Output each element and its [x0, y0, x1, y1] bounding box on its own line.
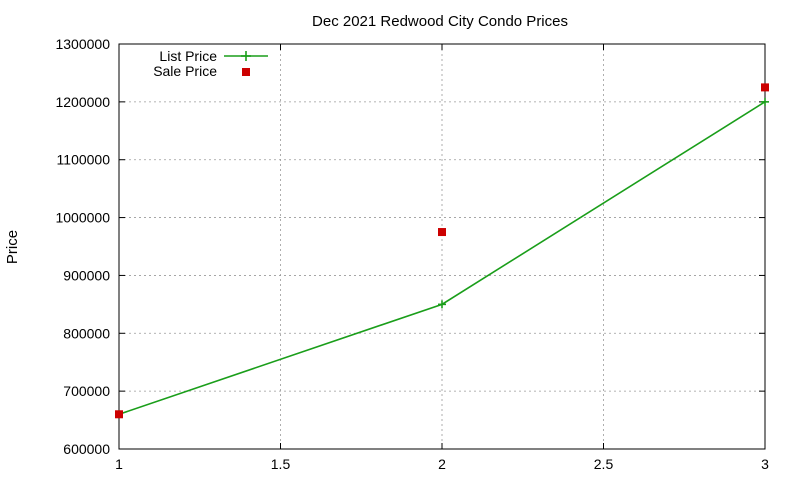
- y-tick-label: 1100000: [57, 152, 111, 168]
- y-tick-label: 1000000: [55, 210, 110, 226]
- sale-price-point: [761, 83, 769, 92]
- legend-label-list-price: List Price: [159, 48, 217, 64]
- x-tick-label: 2.5: [594, 456, 614, 472]
- x-tick-label: 1: [115, 456, 123, 472]
- x-tick-label: 1.5: [271, 456, 291, 472]
- chart-title: Dec 2021 Redwood City Condo Prices: [312, 13, 568, 30]
- y-tick-labels: 600000 700000 800000 900000 1000000 1100000 12…: [55, 36, 110, 457]
- list-price-point: [438, 300, 446, 309]
- x-tick-labels: 1 1.5 2 2.5 3: [115, 456, 769, 472]
- grid-lines: [119, 44, 765, 449]
- y-tick-label: 1300000: [55, 36, 110, 52]
- x-tick-label: 2: [438, 456, 446, 472]
- list-price-point: [761, 97, 769, 106]
- y-tick-label: 600000: [63, 441, 110, 457]
- legend-label-sale-price: Sale Price: [153, 63, 217, 79]
- legend: List Price Sale Price: [153, 48, 268, 79]
- y-tick-label: 900000: [63, 267, 110, 283]
- y-tick-label: 700000: [63, 383, 110, 399]
- y-tick-label: 800000: [63, 325, 110, 341]
- legend-plus-marker: [241, 51, 251, 61]
- y-axis-label: Price: [4, 230, 21, 264]
- x-tick-label: 3: [761, 456, 769, 472]
- sale-price-point: [115, 410, 123, 419]
- legend-square-marker: [242, 68, 250, 76]
- y-tick-label: 1200000: [55, 94, 110, 110]
- sale-price-point: [438, 228, 446, 237]
- series-line-list-price: [118, 101, 766, 416]
- series-layer: [115, 83, 769, 419]
